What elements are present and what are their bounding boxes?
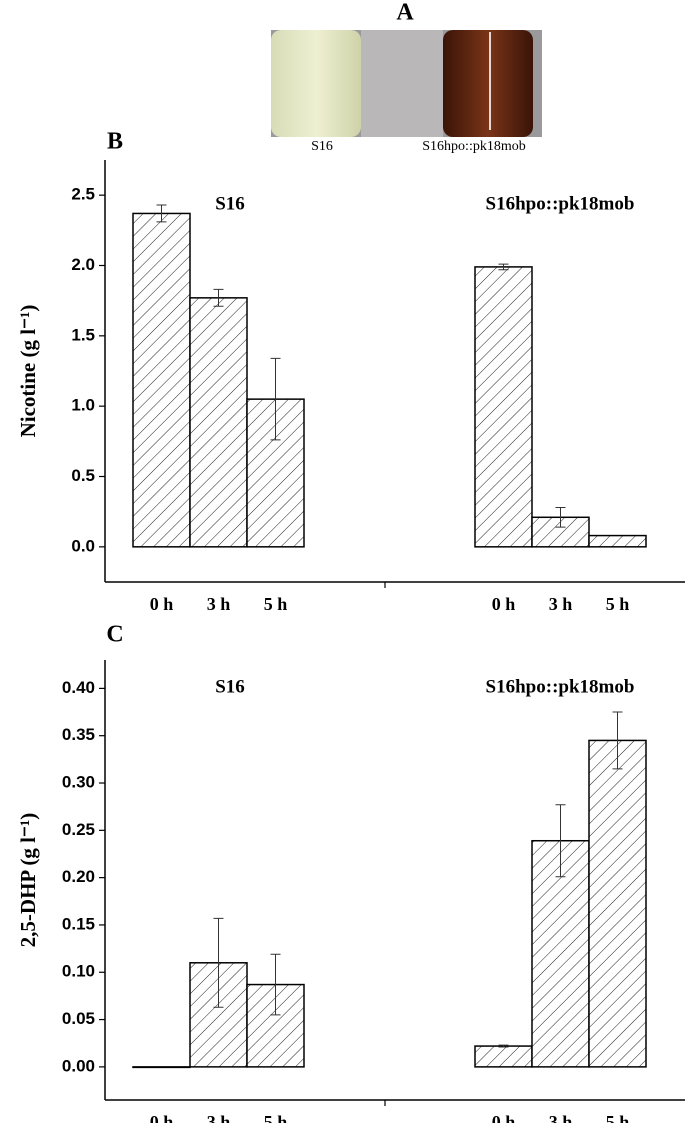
y-tick-label: 0.15: [62, 914, 95, 933]
y-tick-label: 0.00: [62, 1056, 95, 1075]
panel-label: A: [396, 0, 414, 26]
y-tick-label: 1.0: [71, 396, 95, 415]
bar: [132, 212, 191, 548]
y-tick-label: 1.5: [71, 325, 95, 344]
x-tick-label: 0 h: [492, 594, 516, 614]
y-tick-label: 0.05: [62, 1009, 95, 1028]
x-tick-label: 0 h: [150, 1112, 174, 1123]
y-tick-label: 0.20: [62, 867, 95, 886]
photo-caption: S16hpo::pk18mob: [422, 139, 525, 154]
bar: [132, 1066, 191, 1069]
x-tick-label: 5 h: [606, 1112, 630, 1123]
bar: [588, 739, 647, 1068]
group-label: S16: [215, 193, 245, 214]
error-bar: [270, 953, 281, 1016]
y-tick-label: 0.10: [62, 962, 95, 981]
group-label: S16hpo::pk18mob: [486, 193, 635, 214]
y-tick-label: 0.30: [62, 772, 95, 791]
x-tick-label: 3 h: [549, 1112, 573, 1123]
x-tick-label: 5 h: [264, 1112, 288, 1123]
x-tick-label: 3 h: [207, 1112, 231, 1123]
x-tick-label: 5 h: [606, 594, 630, 614]
error-bar: [213, 917, 224, 1008]
error-bar: [156, 204, 167, 223]
panel-label: C: [106, 622, 123, 648]
y-tick-label: 2.5: [71, 185, 95, 204]
y-tick-label: 0.25: [62, 820, 95, 839]
x-tick-label: 3 h: [207, 594, 231, 614]
y-tick-label: 0.0: [71, 536, 95, 555]
bar: [189, 297, 248, 548]
error-bar: [270, 357, 281, 441]
error-bar: [612, 711, 623, 770]
x-tick-label: 0 h: [492, 1112, 516, 1123]
error-bar: [498, 263, 509, 271]
y-tick-label: 2.0: [71, 255, 95, 274]
group-label: S16: [215, 676, 245, 697]
error-bar: [555, 506, 566, 528]
y-tick-label: 0.35: [62, 725, 95, 744]
x-tick-label: 0 h: [150, 594, 174, 614]
photo-caption: S16: [311, 139, 333, 154]
panel-label: B: [107, 129, 123, 155]
x-tick-label: 5 h: [264, 594, 288, 614]
y-tick-label: 0.40: [62, 678, 95, 697]
photo: [271, 30, 542, 137]
x-tick-label: 3 h: [549, 594, 573, 614]
y-tick-label: 0.5: [71, 466, 95, 485]
error-bar: [498, 1044, 509, 1048]
bar: [588, 534, 647, 548]
bar: [474, 1045, 533, 1068]
error-bar: [555, 804, 566, 878]
bar: [474, 266, 533, 548]
y-axis-label: Nicotine (g l⁻¹): [16, 305, 40, 438]
y-axis-label: 2,5-DHP (g l⁻¹): [16, 813, 40, 948]
group-label: S16hpo::pk18mob: [486, 676, 635, 697]
error-bar: [213, 288, 224, 307]
